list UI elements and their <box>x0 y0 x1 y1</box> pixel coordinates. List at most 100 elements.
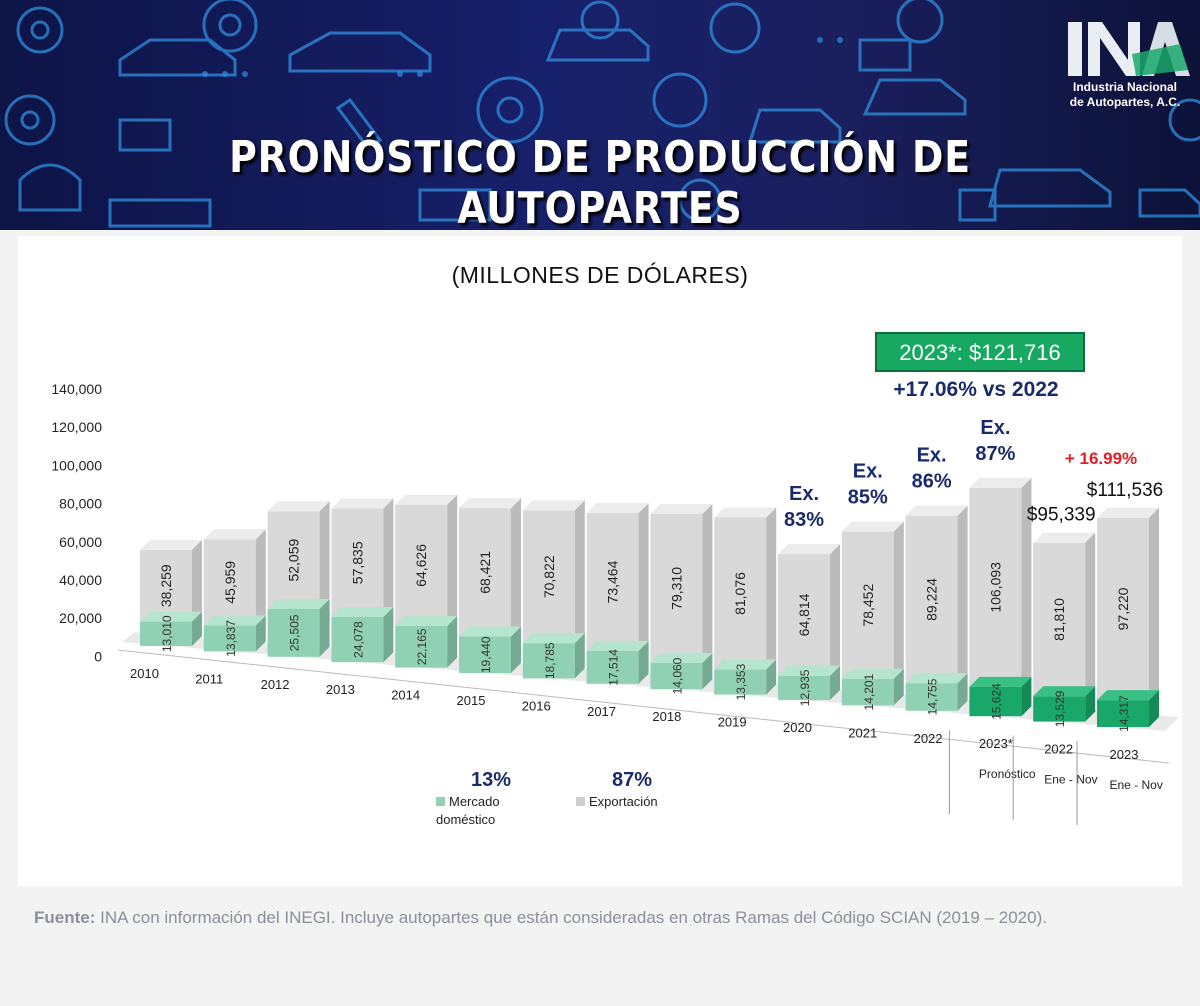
bar-domestic-side <box>957 673 968 711</box>
x-tick-label: 2020 <box>783 720 812 735</box>
x-tick-label: 2012 <box>261 677 290 692</box>
bar-export <box>522 510 575 644</box>
bar-domestic <box>841 678 894 706</box>
x-tick-label: 2014 <box>391 688 420 703</box>
bar-export-top <box>714 507 777 518</box>
bar-domestic-top <box>1097 690 1159 701</box>
bar-domestic <box>459 636 511 673</box>
bar-domestic-side <box>383 607 394 663</box>
export-value-label: 64,814 <box>796 593 812 636</box>
bar-export <box>714 517 767 670</box>
domestic-value-label: 14,201 <box>862 673 876 710</box>
export-value-label: 79,310 <box>668 567 684 610</box>
bar-export-side <box>1085 532 1096 697</box>
legend-domestic-pct: 13% <box>471 769 511 791</box>
bar-domestic <box>905 683 958 711</box>
export-value-label: 106,093 <box>987 562 1003 613</box>
logo-line-2: de Autopartes, A.C. <box>1069 95 1181 109</box>
bar-domestic-top <box>331 607 394 618</box>
y-tick-label: 40,000 <box>59 572 102 588</box>
bar-export-side <box>830 544 840 676</box>
header-banner: PRONÓSTICO DE PRODUCCIÓN DE AUTOPARTES I… <box>0 0 1200 230</box>
legend-export-pct: 87% <box>612 769 652 791</box>
export-value-label: 81,810 <box>1051 598 1067 641</box>
bar-domestic <box>1033 696 1086 722</box>
bar-export-top <box>331 498 394 509</box>
bar-domestic-top <box>459 626 521 637</box>
bar-domestic-side <box>830 665 840 700</box>
y-tick-label: 100,000 <box>51 457 102 473</box>
legend-export-swatch <box>576 797 585 806</box>
export-share-value: 87% <box>975 443 1015 465</box>
y-tick-label: 0 <box>94 648 102 664</box>
chart-subtitle: (MILLONES DE DÓLARES) <box>451 262 749 288</box>
export-share-value: 85% <box>848 487 888 509</box>
bar-domestic-top <box>203 615 266 626</box>
bar-export <box>1097 517 1149 701</box>
bar-domestic-side <box>1085 686 1096 722</box>
bar-domestic <box>331 617 384 663</box>
source-label: Fuente: <box>34 908 96 927</box>
legend-domestic-label-2: doméstico <box>436 812 495 827</box>
export-value-label: 89,224 <box>924 578 940 621</box>
bar-export <box>778 554 830 676</box>
bar-export <box>203 539 256 626</box>
bar-export <box>905 515 958 684</box>
export-value-label: 68,421 <box>477 551 493 594</box>
bar-export <box>331 508 384 618</box>
bar-export-top <box>395 494 458 505</box>
domestic-value-label: 12,935 <box>798 669 812 706</box>
y-tick-label: 140,000 <box>51 381 102 397</box>
bar-export <box>969 487 1022 687</box>
domestic-value-label: 18,785 <box>543 642 557 679</box>
logo-line-1: Industria Nacional <box>1072 80 1178 94</box>
export-value-label: 57,835 <box>349 541 365 584</box>
bar-export <box>1033 542 1086 697</box>
x-tick-label: 2022 <box>1044 742 1073 757</box>
bar-export-top <box>650 504 713 515</box>
bar-domestic-top <box>714 659 777 670</box>
bar-domestic-top <box>140 611 202 622</box>
total-value-label: $111,536 <box>1087 480 1163 501</box>
bar-export-top <box>778 544 840 555</box>
bar-domestic <box>395 626 448 668</box>
bar-export-side <box>447 494 458 627</box>
x-tick-sublabel: Ene - Nov <box>1110 778 1163 792</box>
bar-domestic <box>969 686 1022 717</box>
bar-export-side <box>638 503 649 651</box>
export-share-value: 83% <box>784 509 824 531</box>
bar-domestic <box>140 621 192 646</box>
bar-domestic-top <box>395 616 458 627</box>
x-tick-label: 2023 <box>1110 747 1139 762</box>
bar-domestic-top <box>267 598 330 609</box>
export-value-label: 81,076 <box>732 572 748 615</box>
bar-domestic-side <box>702 652 713 690</box>
page-title: PRONÓSTICO DE PRODUCCIÓN DE AUTOPARTES <box>229 132 971 230</box>
export-value-label: 45,959 <box>222 561 238 604</box>
export-value-label: 70,822 <box>541 555 557 598</box>
bar-export-side <box>1021 477 1032 687</box>
bar-export-top <box>459 498 521 509</box>
bar-domestic-top <box>522 633 585 644</box>
bar-export-top <box>1033 532 1096 543</box>
export-value-label: 38,259 <box>158 564 174 607</box>
bar-export-side <box>766 507 777 670</box>
y-tick-label: 60,000 <box>59 534 102 550</box>
bar-export-top <box>267 501 330 512</box>
domestic-value-label: 14,755 <box>926 678 940 715</box>
bar-export-side <box>255 529 266 626</box>
export-share-label: Ex. <box>980 417 1010 439</box>
y-tick-label: 20,000 <box>59 610 102 626</box>
export-share-label: Ex. <box>853 461 883 483</box>
forecast-box-text: 2023*: $121,716 <box>899 340 1061 365</box>
forecast-box <box>875 332 1085 372</box>
bar-export-top <box>522 500 585 511</box>
export-share-label: Ex. <box>917 445 947 467</box>
bar-export-side <box>192 539 202 622</box>
y-tick-label: 120,000 <box>51 419 102 435</box>
bar-export-top <box>969 477 1032 488</box>
domestic-value-label: 17,514 <box>607 649 621 686</box>
bar-domestic-top <box>969 676 1032 687</box>
ina-logo <box>1068 22 1190 76</box>
bar-export-top <box>841 521 904 532</box>
